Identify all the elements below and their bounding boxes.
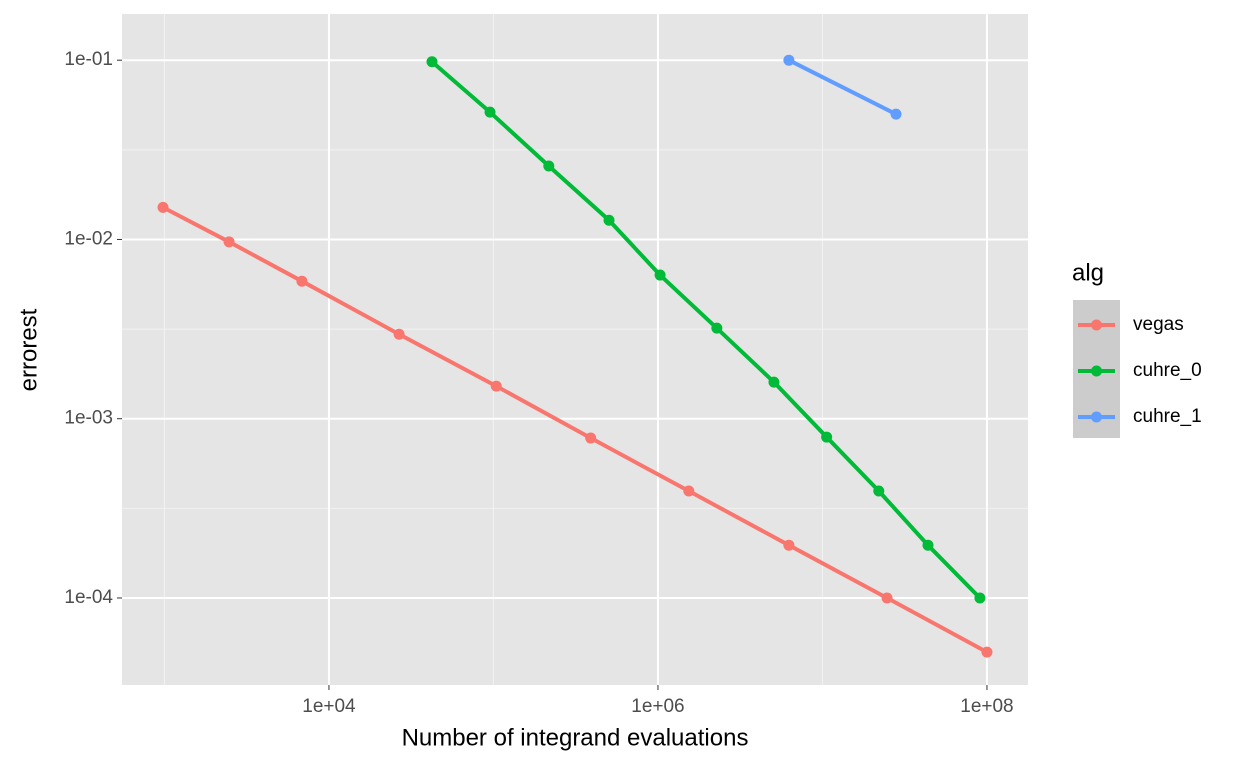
panel bbox=[122, 14, 1028, 685]
data-point bbox=[393, 328, 405, 340]
data-point bbox=[768, 376, 780, 388]
data-point bbox=[157, 201, 169, 213]
data-point bbox=[922, 539, 934, 551]
data-point bbox=[654, 269, 666, 281]
legend-label: cuhre_0 bbox=[1133, 360, 1202, 381]
x-axis-title: Number of integrand evaluations bbox=[402, 724, 749, 751]
series-line bbox=[787, 58, 897, 116]
data-point bbox=[821, 431, 833, 443]
data-point bbox=[873, 485, 885, 497]
legend-key-point bbox=[1091, 365, 1102, 377]
data-point bbox=[296, 275, 308, 287]
x-tick-label: 1e+04 bbox=[302, 696, 356, 717]
data-point bbox=[223, 236, 235, 248]
legend-label: vegas bbox=[1133, 314, 1184, 335]
legend-key-point bbox=[1091, 411, 1102, 423]
data-point bbox=[426, 56, 438, 68]
data-point bbox=[783, 54, 795, 66]
series-line bbox=[162, 205, 988, 654]
data-point bbox=[974, 592, 986, 604]
data-point bbox=[683, 485, 695, 497]
data-point bbox=[981, 646, 993, 658]
y-tick-label: 1e-02 bbox=[64, 228, 113, 249]
data-point bbox=[585, 432, 597, 444]
y-tick-label: 1e-03 bbox=[64, 408, 113, 429]
legend-key-point bbox=[1091, 319, 1102, 331]
legend-title: alg bbox=[1072, 259, 1104, 286]
legend-label: cuhre_1 bbox=[1133, 406, 1202, 427]
data-point bbox=[484, 106, 496, 118]
data-point bbox=[881, 592, 893, 604]
data-point bbox=[890, 108, 902, 120]
data-point bbox=[783, 539, 795, 551]
x-tick-label: 1e+06 bbox=[631, 696, 684, 717]
data-point bbox=[603, 214, 615, 226]
x-tick-label: 1e+08 bbox=[960, 696, 1013, 717]
y-axis-title: errorest bbox=[15, 308, 42, 391]
data-point bbox=[490, 380, 502, 392]
y-tick-label: 1e-01 bbox=[64, 49, 113, 70]
data-point bbox=[543, 160, 555, 172]
y-tick-label: 1e-04 bbox=[64, 587, 113, 608]
data-point bbox=[711, 322, 723, 334]
